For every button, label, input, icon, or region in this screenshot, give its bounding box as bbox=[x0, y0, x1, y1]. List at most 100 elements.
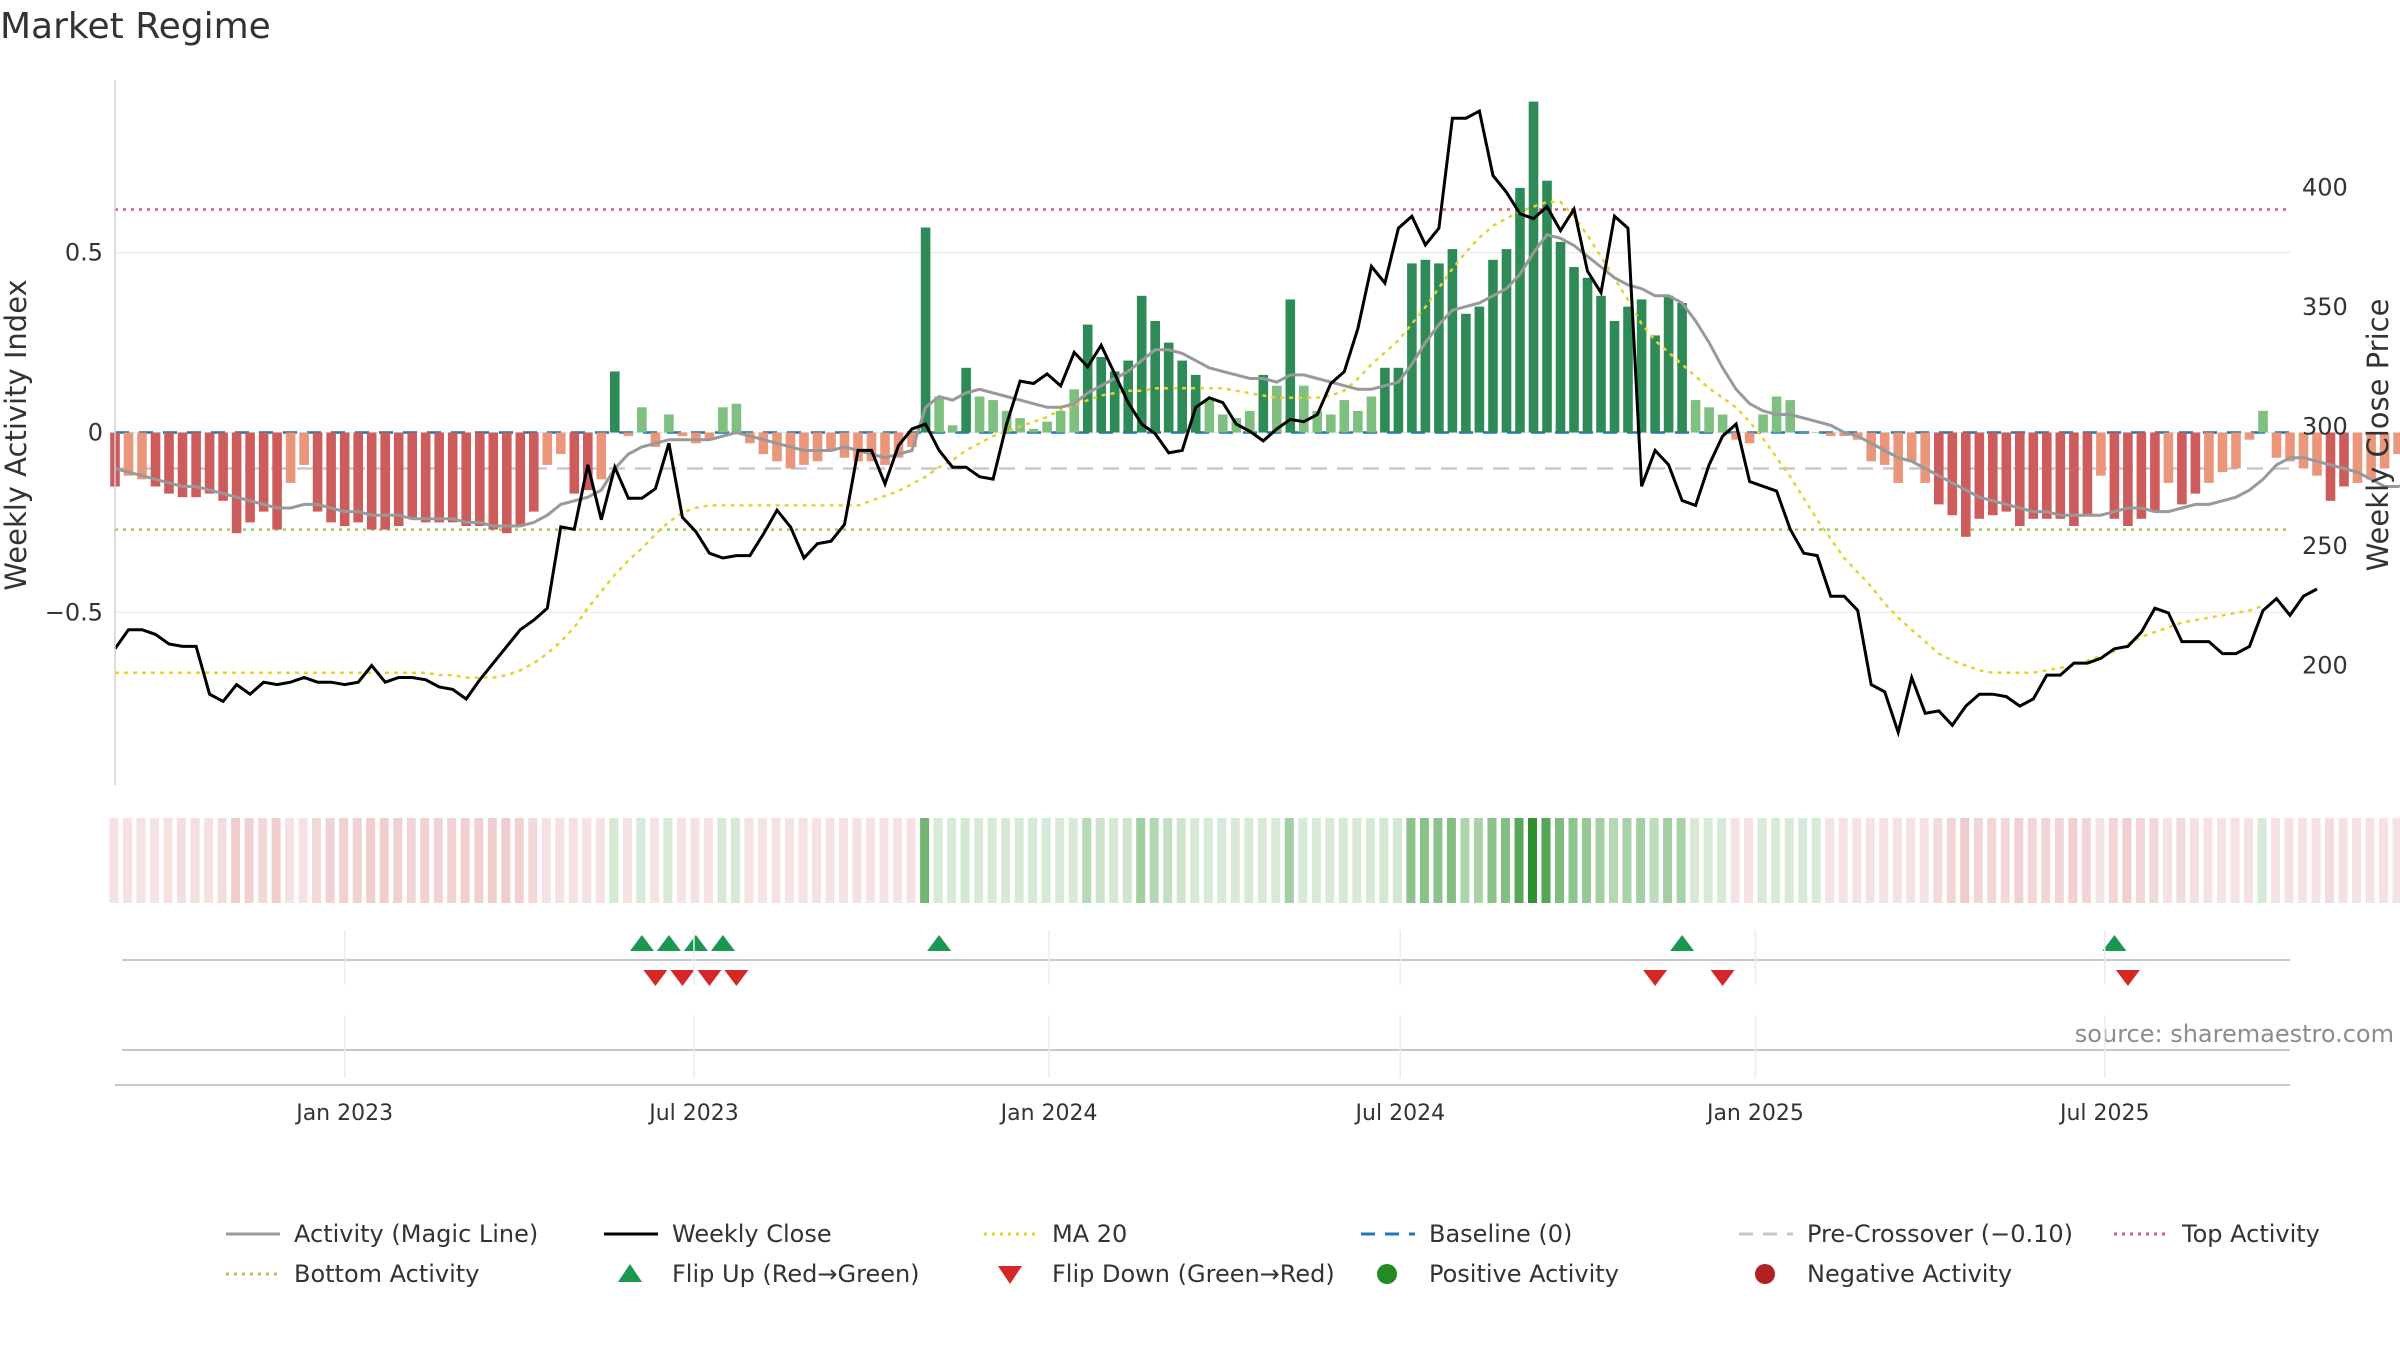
heat-strip-cell bbox=[393, 818, 403, 903]
legend-label: Activity (Magic Line) bbox=[294, 1220, 538, 1248]
activity-bar bbox=[718, 407, 728, 433]
activity-bar bbox=[1380, 367, 1390, 433]
heat-strip-cell bbox=[1865, 818, 1875, 903]
activity-bar bbox=[812, 432, 823, 462]
x-tick-label: Jul 2025 bbox=[2058, 1101, 2150, 1126]
activity-bar bbox=[2325, 432, 2336, 501]
heat-strip-cell bbox=[2162, 818, 2172, 903]
heat-strip-cell bbox=[352, 818, 362, 903]
activity-bar bbox=[1434, 263, 1444, 433]
activity-bar bbox=[704, 432, 715, 440]
heat-strip-cell bbox=[1582, 818, 1591, 903]
heat-strip-cell bbox=[636, 818, 646, 903]
activity-bar bbox=[1920, 432, 1930, 483]
flip-markers-panel bbox=[122, 935, 2290, 986]
activity-bar bbox=[353, 432, 363, 523]
flip-up-marker bbox=[2102, 935, 2127, 951]
heat-strip-cell bbox=[1717, 818, 1727, 903]
activity-bar bbox=[2136, 432, 2147, 519]
heat-strip-cell bbox=[2189, 818, 2199, 903]
heat-strip-cell bbox=[163, 818, 173, 903]
activity-bar bbox=[1555, 241, 1566, 433]
activity-bar bbox=[2379, 432, 2390, 469]
y2-tick-label: 250 bbox=[2302, 532, 2348, 560]
activity-bar bbox=[285, 432, 296, 483]
x-tick-label: Jul 2023 bbox=[647, 1101, 739, 1126]
legend-label: Pre-Crossover (−0.10) bbox=[1807, 1220, 2073, 1248]
activity-bar bbox=[853, 432, 863, 462]
heat-strip-cell bbox=[1379, 818, 1389, 903]
activity-bar bbox=[2109, 432, 2120, 519]
heat-strip-cell bbox=[244, 818, 254, 903]
heat-strip-cell bbox=[1690, 818, 1700, 903]
activity-bar bbox=[2055, 432, 2066, 519]
activity-bar bbox=[2258, 410, 2268, 433]
activity-bar bbox=[799, 432, 809, 465]
heat-strip-cell bbox=[622, 818, 632, 903]
legend-item: Flip Down (Green→Red) bbox=[998, 1260, 1335, 1288]
heat-strip-cell bbox=[487, 818, 497, 903]
flip-down-marker bbox=[1643, 970, 1668, 986]
heat-strip-cell bbox=[1284, 818, 1294, 903]
activity-bar bbox=[2298, 432, 2309, 469]
heat-strip-cell bbox=[177, 818, 186, 903]
activity-bar bbox=[745, 432, 755, 444]
flip-up-marker bbox=[710, 935, 735, 951]
heat-strip-cell bbox=[1919, 818, 1929, 903]
heat-strip-cell bbox=[406, 818, 416, 903]
activity-bar bbox=[610, 371, 620, 433]
activity-bar bbox=[758, 432, 769, 455]
activity-bar bbox=[177, 432, 188, 498]
activity-bar bbox=[637, 407, 647, 433]
activity-bar bbox=[1704, 407, 1714, 433]
heat-strip-cell bbox=[649, 818, 659, 903]
activity-bar bbox=[2028, 432, 2039, 519]
activity-bar bbox=[1934, 432, 1944, 505]
heat-strip-cell bbox=[2068, 818, 2078, 903]
activity-bar bbox=[393, 432, 404, 526]
flip-down-marker bbox=[724, 970, 749, 986]
heat-strip-cell bbox=[1609, 818, 1618, 903]
heat-strip-cell bbox=[150, 818, 159, 903]
heat-strip-cell bbox=[1028, 818, 1038, 903]
legend-label: Top Activity bbox=[2181, 1220, 2320, 1248]
activity-bar bbox=[623, 432, 634, 437]
activity-bar bbox=[204, 432, 215, 494]
activity-bar bbox=[1272, 385, 1282, 433]
activity-bar bbox=[1299, 385, 1309, 433]
activity-bar bbox=[231, 432, 242, 534]
heat-strip-cell bbox=[1392, 818, 1402, 903]
activity-bar bbox=[583, 432, 593, 491]
heat-strip-cell bbox=[757, 818, 767, 903]
activity-bar bbox=[2190, 432, 2201, 494]
legend-item: Negative Activity bbox=[1755, 1260, 2012, 1288]
heat-strip-cell bbox=[1203, 818, 1213, 903]
magic-line bbox=[114, 232, 2400, 528]
y2-axis-label: Weekly Close Price bbox=[2361, 299, 2395, 572]
activity-bar bbox=[1501, 249, 1512, 433]
heat-strip-cell bbox=[1257, 818, 1267, 903]
activity-bar bbox=[1758, 414, 1768, 433]
legend-swatch bbox=[1755, 1264, 1775, 1284]
heat-strip-cell bbox=[825, 818, 835, 903]
heat-strip-cell bbox=[258, 818, 268, 903]
activity-bar bbox=[947, 425, 958, 433]
heat-strip-cell bbox=[1365, 818, 1375, 903]
activity-bar bbox=[407, 432, 417, 519]
heat-strip-cell bbox=[1852, 818, 1862, 903]
activity-bar bbox=[258, 432, 269, 512]
activity-bar bbox=[515, 432, 526, 526]
heat-strip-cell bbox=[1784, 818, 1794, 903]
activity-bar bbox=[934, 396, 944, 433]
activity-bar bbox=[920, 227, 931, 433]
heat-strip-cell bbox=[2149, 818, 2159, 903]
activity-bar bbox=[1285, 299, 1296, 433]
heat-strip-cell bbox=[852, 818, 862, 903]
activity-bar bbox=[1812, 432, 1822, 433]
activity-bar bbox=[1866, 432, 1876, 462]
activity-bar bbox=[2150, 432, 2160, 512]
flip-down-marker bbox=[1710, 970, 1735, 986]
activity-bar bbox=[866, 432, 877, 462]
heat-strip-cell bbox=[771, 818, 781, 903]
activity-bar bbox=[556, 432, 566, 455]
